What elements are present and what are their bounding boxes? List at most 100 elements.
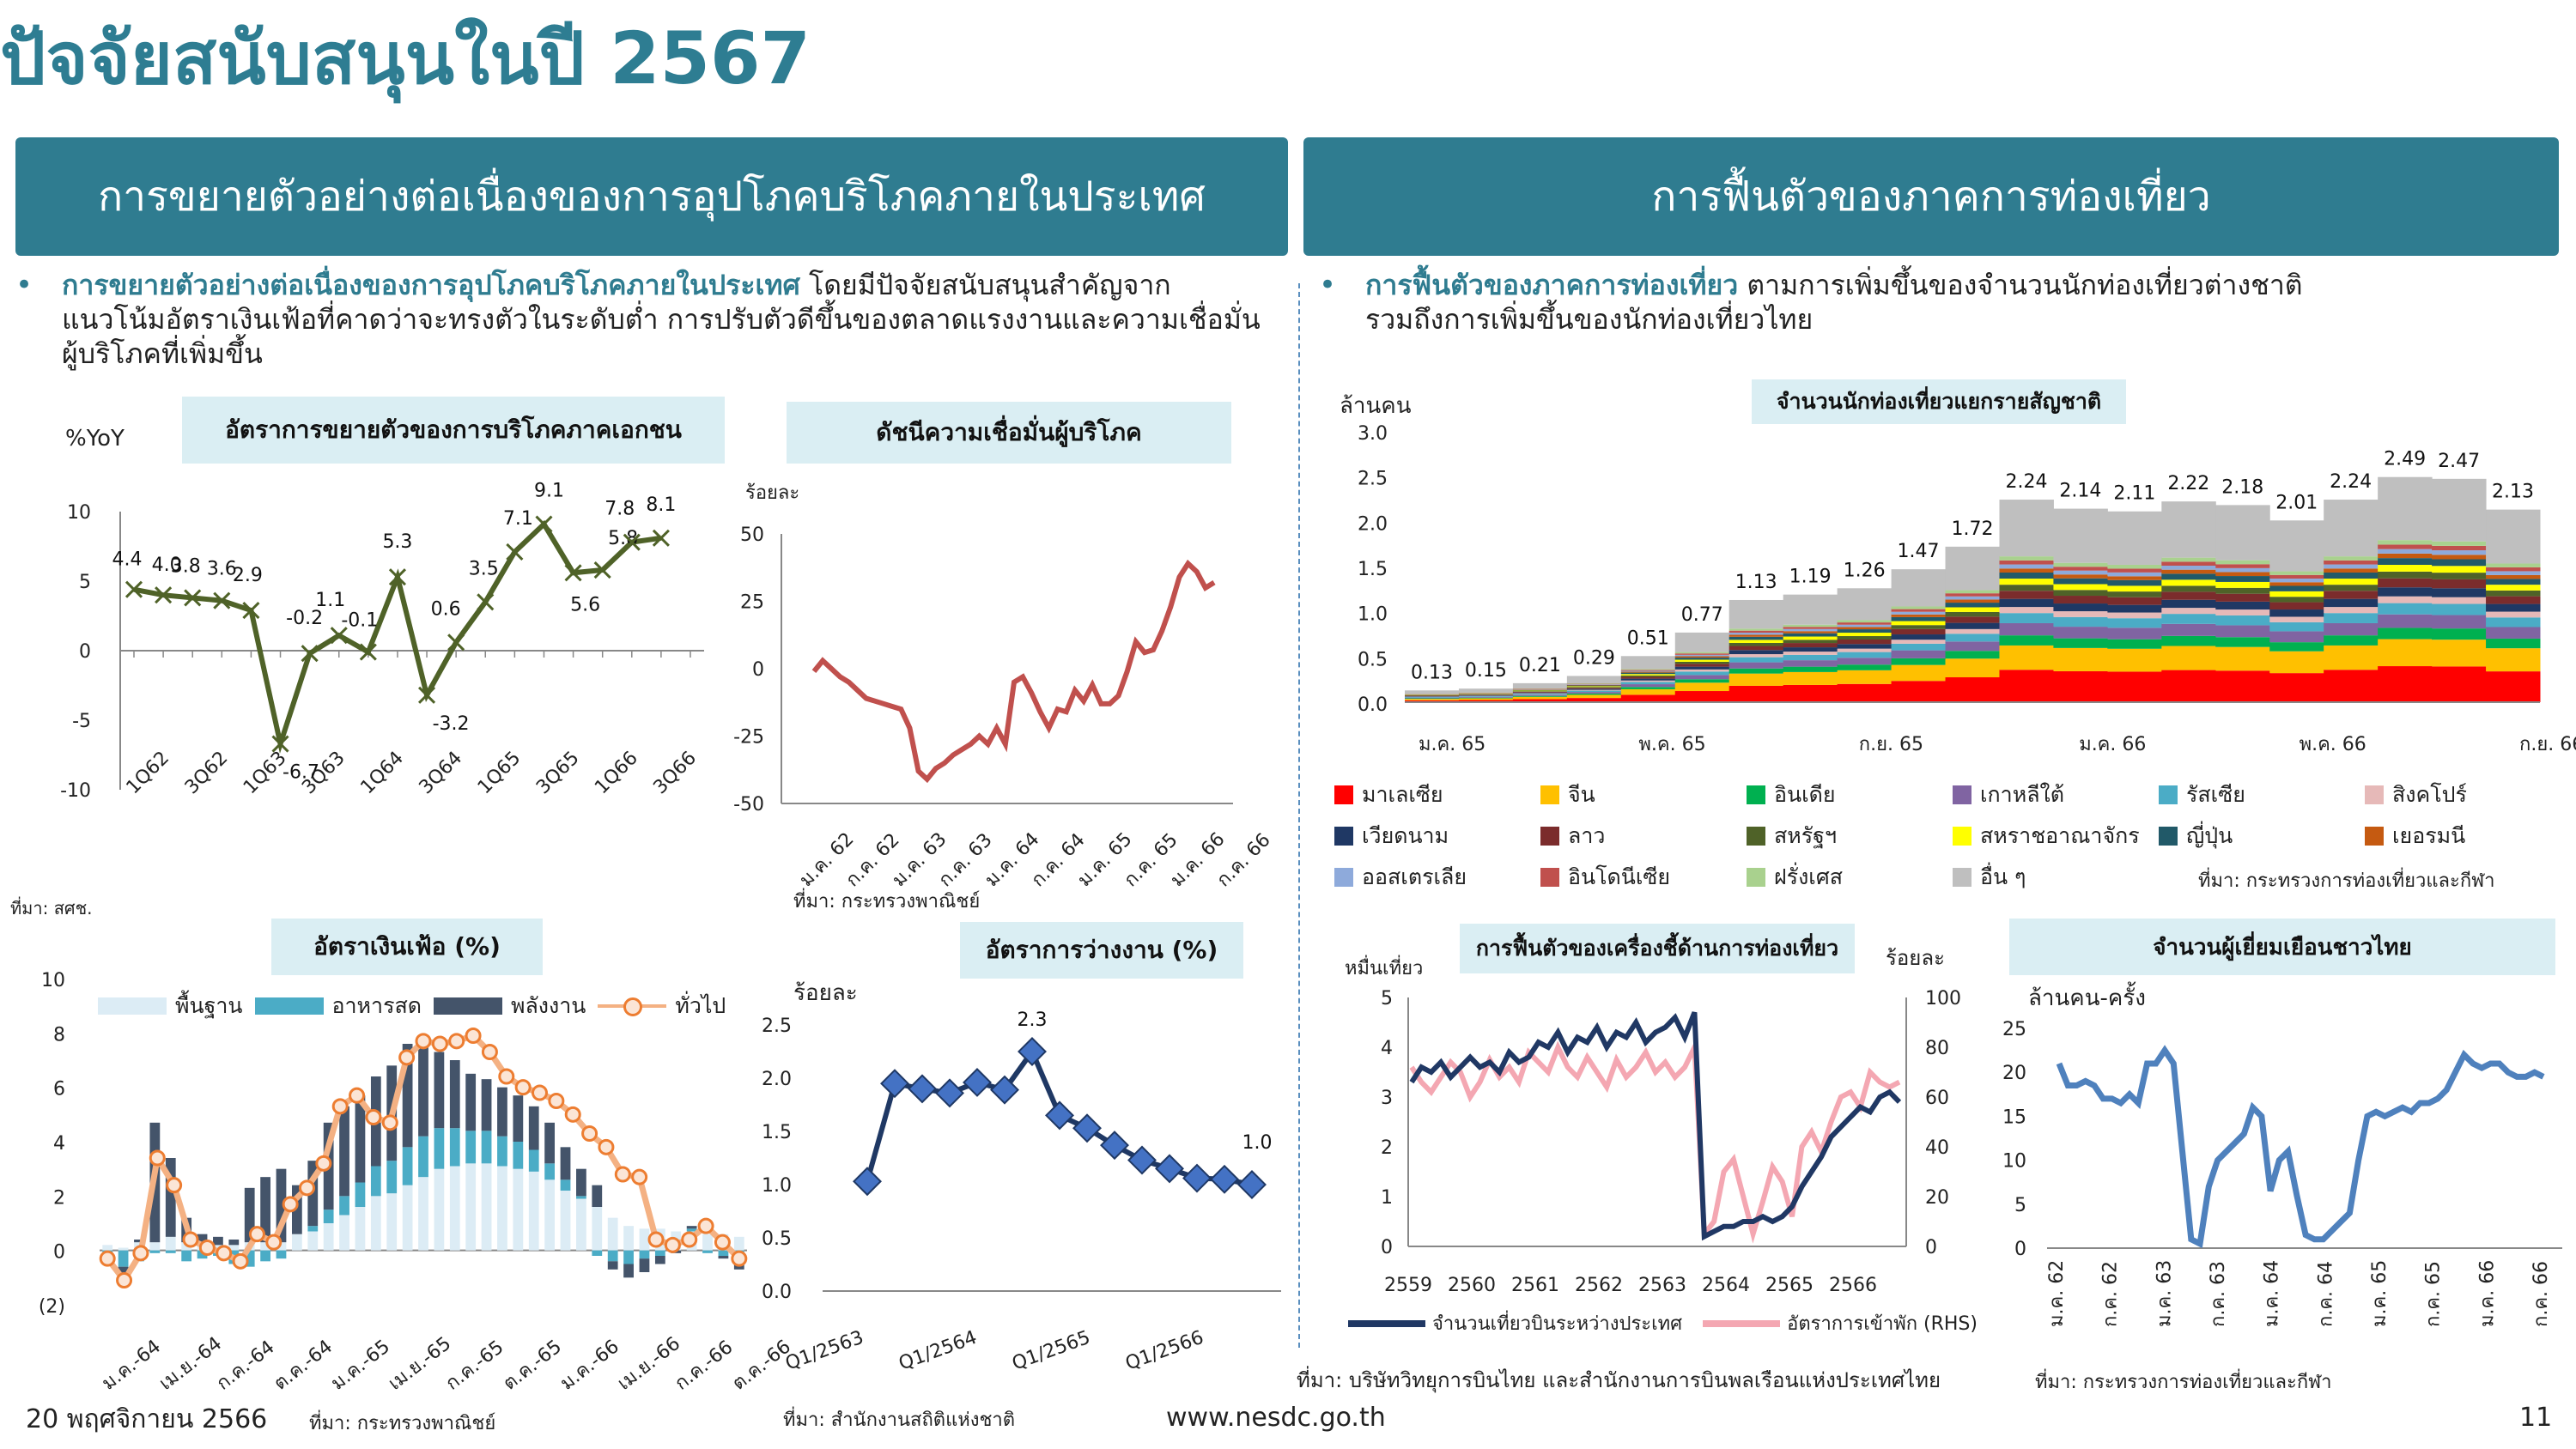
stacked-area-segment [1891,650,1947,658]
stacked-area-segment [1945,611,2000,617]
stacked-area-segment [1566,684,1622,686]
data-point-marker [853,1167,882,1197]
stacked-bar-segment [165,1250,176,1253]
x-tick-label: 2560 [1448,1275,1496,1296]
stacked-area-segment [1512,682,1568,689]
stacked-bar-segment [718,1256,729,1259]
stacked-area-segment [1620,678,1676,681]
stacked-bar-segment [481,1163,492,1251]
stacked-area-segment [1566,676,1622,684]
legend-swatch [1953,827,1971,846]
stacked-area-segment [1945,622,2000,629]
stacked-area-segment [2378,578,2433,588]
stacked-area-segment [1566,683,1622,685]
stacked-area-segment [1945,607,2000,612]
x-tick-label: ต.ค.-65 [499,1336,566,1394]
stacked-area-segment [2107,639,2162,649]
indicators-legend: จำนวนเที่ยวบินระหว่างประเทศ อัตราการเข้า… [1348,1308,1978,1338]
page-title: ปัจจัยสนับสนุนในปี 2567 [0,16,811,100]
stacked-area-segment [1999,613,2054,623]
stacked-area-segment [2324,564,2379,569]
data-label: -3.2 [433,713,470,735]
total-label: 2.22 [2167,473,2209,494]
stacked-area-segment [2107,579,2162,586]
series-line [2056,1045,2545,1249]
data-label-peak: 2.3 [1018,1009,1048,1031]
y-tick-label: 10 [41,970,65,991]
stacked-area-segment [1620,676,1676,679]
x-tick-label: Q1/2566 [1123,1327,1207,1375]
stacked-area-segment [2378,571,2433,579]
stacked-area-segment [2107,572,2162,577]
stacked-area-segment [1620,669,1676,670]
stacked-area-segment [2486,671,2541,702]
y-tick-label: 25 [2002,1019,2026,1040]
stacked-area-segment [2432,603,2487,615]
stacked-area-segment [1728,650,1784,655]
y-tick-label: 0.0 [762,1282,792,1303]
stacked-area-segment [1674,691,1730,702]
confidence-unit: ร้อยละ [745,482,800,504]
stacked-bar-segment [592,1207,603,1251]
y-tick-label-left: 0 [1381,1237,1393,1258]
stacked-bar-segment [513,1142,524,1169]
stacked-area-segment [1674,661,1730,664]
total-label: 2.11 [2113,483,2155,505]
stacked-area-segment [1999,572,2054,579]
legend-swatch-headline [598,997,667,1016]
stacked-area-segment [2269,574,2324,579]
legend-swatch-energy [434,997,502,1015]
stacked-bar-segment [291,1234,302,1251]
x-tick-label: ม.ค.-64 [98,1336,165,1394]
headline-marker [166,1177,183,1194]
headline-marker [598,1138,615,1155]
legend-label-core: พื้นฐาน [175,993,243,1018]
stacked-area-segment [2215,609,2270,615]
stacked-area-segment [2324,670,2379,702]
confidence-chart-title: ดัชนีความเชื่อมั่นผู้บริโภค [787,402,1231,464]
stacked-area-segment [1728,657,1784,663]
stacked-area-segment [2107,576,2162,580]
stacked-area-segment [1945,616,2000,623]
legend-label: ฝรั่งเศส [1774,864,1843,889]
data-point-marker [593,561,611,579]
stacked-area-segment [2053,647,2108,671]
legend-label: รัสเซีย [2186,782,2245,807]
x-tick-label: 2563 [1638,1275,1686,1296]
stacked-bar-segment [544,1122,556,1164]
stacked-area-segment [1405,696,1460,698]
legend-item: ฝรั่งเศส [1747,860,1843,894]
stacked-bar-segment [339,1196,349,1216]
legend-label: สหรัฐฯ [1774,823,1837,848]
stacked-area-segment [1620,671,1676,673]
stacked-area-segment [1891,614,1947,617]
stacked-area-segment [1458,700,1514,702]
stacked-bar-segment [576,1198,586,1251]
x-tick-label: ก.ค. 64 [2315,1261,2336,1327]
footer-url[interactable]: www.nesdc.go.th [1166,1403,1386,1433]
stacked-area-segment [1674,659,1730,662]
stacked-area-segment [1891,609,1947,612]
data-point-marker [213,591,231,609]
tourists-unit: ล้านคน [1340,393,1412,419]
stacked-bar-segment [197,1250,208,1259]
stacked-area-segment [2215,581,2270,588]
x-tick-label: ม.ค.-66 [556,1336,623,1394]
stacked-bar-segment [513,1095,524,1142]
stacked-area-segment [2324,560,2379,565]
stacked-area-segment [1674,666,1730,670]
stacked-bar-segment [339,1215,349,1251]
stacked-area-segment [2161,591,2216,600]
stacked-bar-segment [465,1163,477,1251]
stacked-area-segment [1783,652,1838,655]
legend-label: มาเลเซีย [1362,782,1443,807]
stacked-area-segment [1783,640,1838,644]
total-label: 2.13 [2492,482,2534,503]
data-label: 1.1 [315,590,345,611]
stacked-bar-segment [434,1128,445,1169]
y-tick-label: 4 [53,1133,65,1155]
legend-label: เยอรมนี [2392,823,2466,848]
stacked-bar-segment [702,1250,713,1253]
x-tick-label: ก.ค.-66 [671,1337,738,1395]
y-tick-label: 25 [740,592,764,614]
